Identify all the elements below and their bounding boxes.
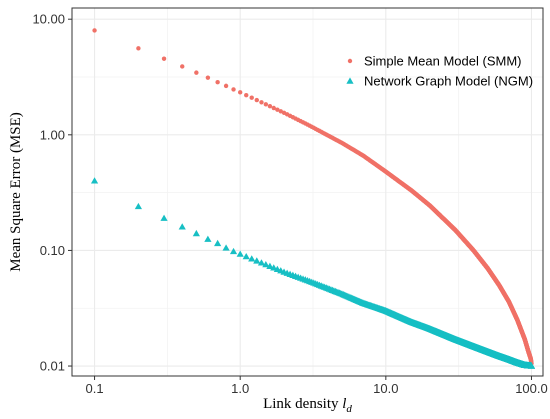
legend-label-smm: Simple Mean Model (SMM) [364,54,522,69]
data-point [180,64,185,69]
y-tick-label: 0.10 [40,243,65,258]
data-point [160,214,168,221]
y-tick-label: 1.00 [40,127,65,142]
series-smm [92,28,534,366]
series-ngm [90,177,536,369]
plot-area [72,8,543,376]
legend: Simple Mean Model (SMM) Network Graph Mod… [346,54,533,89]
data-point [214,239,222,247]
data-point [90,177,99,184]
data-point [192,229,200,237]
data-point [266,262,274,269]
legend-key-smm [347,58,353,64]
data-point [237,90,243,95]
data-point [267,104,273,109]
data-point [257,259,266,266]
data-point [204,235,212,242]
axes: 0.1 1.0 10.0 100.0 0.01 0.10 1.00 10.00 [32,12,547,396]
data-point [263,102,269,107]
data-point [259,100,264,105]
data-point [229,247,238,255]
data-point [136,46,141,51]
data-point [215,80,220,85]
data-point [205,75,211,80]
data-point [244,92,249,98]
data-point [275,107,280,112]
x-tick-label: 10.0 [373,381,398,396]
data-point [527,362,536,369]
data-point [242,252,250,260]
y-tick-label: 0.01 [40,359,65,374]
x-axis-title: Link density ld [263,396,352,415]
data-point [249,95,254,100]
data-layer [90,28,536,369]
data-point [194,70,199,75]
data-point [253,257,261,264]
plot-border [71,7,544,377]
data-point [161,56,167,61]
grid [72,8,543,376]
data-point [223,83,229,89]
x-tick-label: 100.0 [515,381,548,396]
data-point [222,244,230,251]
data-point [134,202,143,210]
data-point [271,105,276,111]
data-point [254,97,259,103]
data-point [178,223,186,230]
y-tick-label: 10.00 [32,12,65,27]
legend-label-ngm: Network Graph Model (NGM) [364,74,533,89]
y-axis-title: Mean Square Error (MSE) [8,112,24,272]
data-point [92,28,97,33]
legend-key-ngm [346,77,354,84]
data-point [231,87,236,92]
x-tick-label: 1.0 [231,381,249,396]
x-tick-label: 0.1 [86,381,104,396]
data-point [236,250,244,257]
data-point [248,255,256,262]
data-point [262,260,270,268]
